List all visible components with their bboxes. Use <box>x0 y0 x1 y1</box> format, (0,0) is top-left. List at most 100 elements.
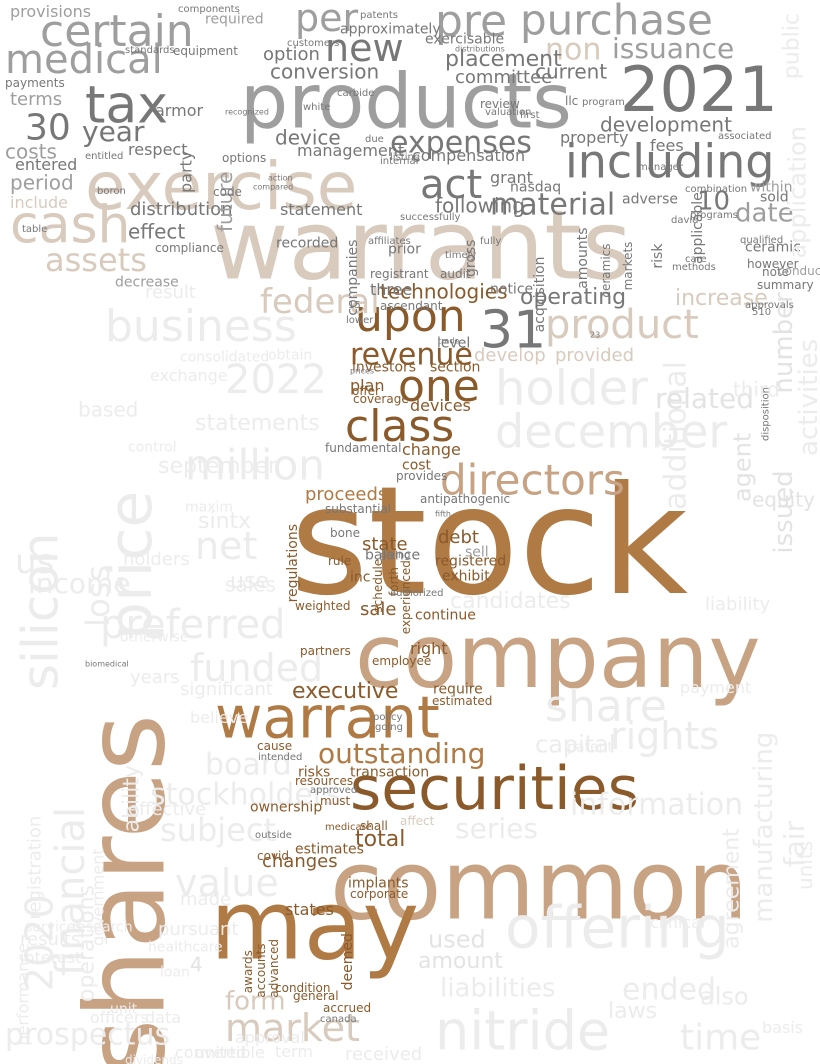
cloud-word-fifth: fifth <box>435 510 451 519</box>
cloud-word-payments: payments <box>5 76 65 90</box>
cloud-word-also: also <box>700 983 749 1011</box>
cloud-word-condition: condition <box>275 981 330 995</box>
cloud-word-placement: placement <box>445 47 562 72</box>
cloud-word-ceramic: ceramic <box>745 239 801 255</box>
cloud-word-schedule: schedule <box>371 559 385 613</box>
cloud-word-options: options <box>222 151 266 165</box>
cloud-word-david: david <box>671 215 699 226</box>
cloud-word-million: million <box>185 440 325 489</box>
cloud-word-pre: pre <box>435 0 507 47</box>
cloud-word-care: care <box>685 254 707 265</box>
cloud-word-third: third <box>733 377 780 401</box>
cloud-word-preferred: preferred <box>100 602 286 648</box>
cloud-word-devices: devices <box>410 396 471 415</box>
cloud-word-dividends: dividends <box>125 1053 183 1064</box>
cloud-word-pursuant: pursuant <box>158 919 239 940</box>
cloud-word-canada: canada <box>320 1014 357 1025</box>
cloud-word-exercise: exercise <box>85 148 357 225</box>
cloud-word-adverse: adverse <box>622 191 678 207</box>
cloud-word-however: however <box>747 257 799 271</box>
cloud-word-authorized: authorized <box>390 588 443 599</box>
cloud-word-bone: bone <box>330 526 360 540</box>
cloud-word-2020: 2020 <box>17 894 61 991</box>
cloud-word-estimates: estimates <box>295 841 364 857</box>
cloud-word-capital: capital <box>535 731 616 759</box>
cloud-word-rule: rule <box>328 554 351 568</box>
cloud-word-candidates: candidates <box>450 589 571 614</box>
cloud-word-develop: develop <box>474 345 546 366</box>
cloud-word-statement: statement <box>280 200 362 219</box>
cloud-word-non: non <box>545 33 601 68</box>
cloud-word-silicon: silicon <box>12 533 70 691</box>
cloud-word-rights: rights <box>610 714 719 758</box>
cloud-word-number: number <box>769 292 799 394</box>
cloud-word-net: net <box>195 524 257 568</box>
cloud-word-white: white <box>303 102 330 113</box>
cloud-word-provisions: provisions <box>10 2 91 21</box>
cloud-word-activities: activities <box>794 339 820 456</box>
cloud-word-product: product <box>545 302 699 348</box>
cloud-word-sold: sold <box>760 189 789 205</box>
cloud-word-equipment: equipment <box>173 44 238 58</box>
cloud-word-maxim: maxim <box>185 499 233 515</box>
cloud-word-september: september <box>158 454 278 479</box>
cloud-word-conversion: conversion <box>270 59 379 83</box>
cloud-word-development: development <box>600 112 732 136</box>
cloud-word-ability: ability <box>120 765 145 832</box>
cloud-word-armor: armor <box>155 101 203 120</box>
cloud-word-within: within <box>750 179 792 195</box>
cloud-word-value: value <box>175 861 279 905</box>
cloud-word-fair: fair <box>778 820 811 867</box>
cloud-word-code: code <box>213 185 242 199</box>
cloud-word-provides: provides <box>396 469 447 483</box>
cloud-word-ended: ended <box>622 973 716 1008</box>
cloud-word-inc: inc <box>350 569 370 585</box>
cloud-word-table: table <box>22 224 47 235</box>
cloud-word-level: level <box>437 335 470 351</box>
cloud-word-company: company <box>355 605 761 708</box>
cloud-word-costs: costs <box>5 139 57 163</box>
cloud-word-include: include <box>10 193 68 212</box>
cloud-word-form: form <box>225 986 286 1016</box>
cloud-word-equity: equity <box>752 487 815 511</box>
cloud-word-holders: holders <box>123 549 190 570</box>
cloud-word-federal: federal <box>260 282 380 322</box>
cloud-word-coverage: coverage <box>353 392 409 406</box>
cloud-word-prior: prior <box>388 241 421 257</box>
cloud-word-otherwise: otherwise <box>120 629 189 645</box>
cloud-word-payment: payment <box>680 678 751 697</box>
cloud-word-upon: upon <box>355 291 466 342</box>
cloud-word-components: components <box>178 4 240 15</box>
cloud-word-year: year <box>82 115 145 148</box>
cloud-word-resources: resources <box>295 774 353 788</box>
cloud-word-giving: giving <box>380 550 411 561</box>
cloud-word-prospectus: prospectus <box>5 1018 170 1053</box>
cloud-word-board: board <box>205 748 292 783</box>
cloud-word-ownership: ownership <box>250 799 322 815</box>
cloud-word-time: time <box>680 1018 761 1059</box>
cloud-word-investors: investors <box>352 359 416 375</box>
cloud-word-medical: medical <box>5 37 163 83</box>
cloud-word-awards: awards <box>241 950 255 993</box>
cloud-word-exchange: exchange <box>150 366 228 385</box>
cloud-word-sale: sale <box>360 599 396 620</box>
cloud-word-llc: llc <box>565 94 578 108</box>
cloud-word-share: share <box>545 681 667 732</box>
cloud-word-purchase: purchase <box>520 0 713 44</box>
cloud-word-2022: 2022 <box>225 357 327 403</box>
cloud-word-holder: holder <box>495 360 648 416</box>
cloud-word-internal: internal <box>380 156 418 167</box>
cloud-word-entitled: entitled <box>85 151 123 162</box>
cloud-word-compensation: compensation <box>412 146 525 165</box>
cloud-word-received: received <box>345 1044 422 1064</box>
cloud-word-act: act <box>420 162 482 208</box>
cloud-word-provided: provided <box>555 345 634 366</box>
cloud-word-assets: assets <box>45 241 147 279</box>
cloud-word-antipathogenic: antipathogenic <box>420 492 510 506</box>
cloud-word-substantial: substantial <box>325 502 391 516</box>
cloud-word-30: 30 <box>25 108 71 149</box>
cloud-word-advanced: advanced <box>267 939 281 998</box>
cloud-word-basis: basis <box>762 1018 803 1037</box>
